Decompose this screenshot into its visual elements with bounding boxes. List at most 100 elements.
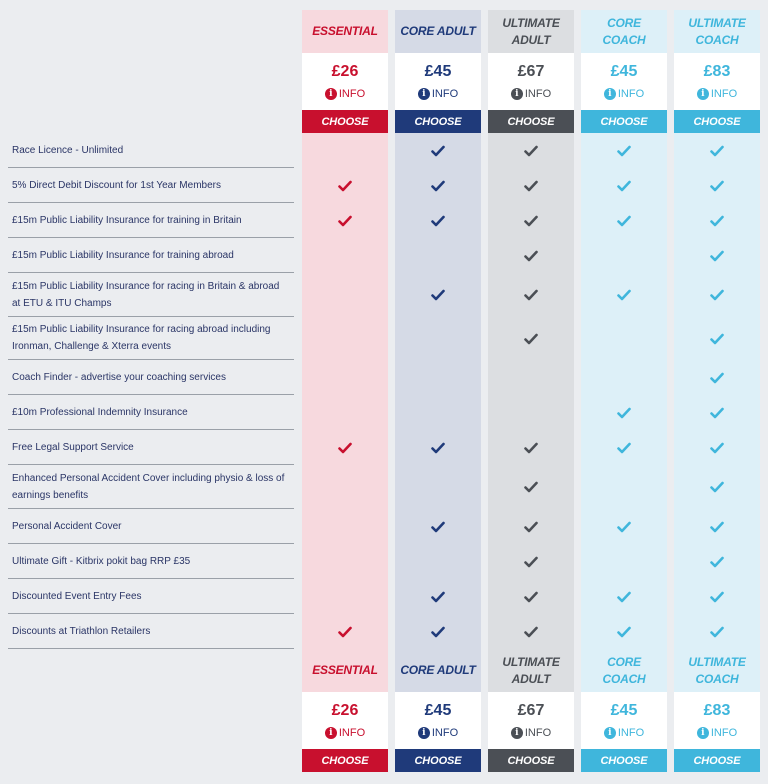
price-box: £45 i INFO: [581, 53, 667, 110]
feature-cell: [581, 168, 667, 203]
checkmark-icon: [524, 145, 538, 156]
feature-cells: [395, 133, 481, 649]
feature-label: Race Licence - Unlimited: [8, 133, 294, 168]
price-box: £45 i INFO: [581, 692, 667, 749]
feature-cell: [674, 133, 760, 168]
plan-price: £45: [424, 63, 452, 80]
info-link[interactable]: i INFO: [581, 727, 667, 739]
feature-cell: [302, 395, 388, 430]
checkmark-icon: [338, 626, 352, 637]
top-header: ULTIMATE ADULT £67 i INFO CHOOSE: [488, 10, 574, 133]
info-label: INFO: [524, 88, 552, 100]
checkmark-icon: [710, 556, 724, 567]
feature-cell: [581, 395, 667, 430]
info-circle-icon: i: [603, 727, 616, 739]
feature-cell: [302, 614, 388, 649]
feature-cell: [395, 133, 481, 168]
feature-cell: [488, 360, 574, 395]
feature-cell: [395, 509, 481, 544]
checkmark-icon: [710, 521, 724, 532]
checkmark-icon: [524, 481, 538, 493]
checkmark-icon: [431, 626, 445, 637]
info-link[interactable]: i INFO: [395, 88, 481, 100]
choose-button[interactable]: CHOOSE: [581, 110, 667, 133]
price-box: £83 i INFO: [674, 53, 760, 110]
checkmark-icon: [524, 250, 538, 261]
plan-price: £67: [517, 63, 545, 80]
info-circle-icon: i: [510, 88, 523, 100]
plan-name: CORE ADULT: [395, 649, 481, 692]
info-circle-icon: i: [696, 727, 709, 739]
feature-cell: [581, 614, 667, 649]
feature-cells: [302, 133, 388, 649]
feature-cells: [488, 133, 574, 649]
checkmark-icon: [524, 442, 538, 453]
feature-cell: [488, 544, 574, 579]
choose-button[interactable]: CHOOSE: [674, 110, 760, 133]
checkmark-icon: [710, 372, 724, 383]
plan-name: ULTIMATE COACH: [674, 649, 760, 692]
choose-button[interactable]: CHOOSE: [302, 110, 388, 133]
plan-price: £83: [703, 702, 731, 719]
feature-cell: [395, 360, 481, 395]
info-link[interactable]: i INFO: [581, 88, 667, 100]
feature-cell: [674, 317, 760, 360]
checkmark-icon: [617, 215, 631, 226]
info-link[interactable]: i INFO: [488, 727, 574, 739]
feature-cell: [674, 579, 760, 614]
choose-button[interactable]: CHOOSE: [395, 110, 481, 133]
choose-button[interactable]: CHOOSE: [488, 749, 574, 772]
info-label: INFO: [431, 88, 459, 100]
info-circle-icon: i: [417, 727, 430, 739]
feature-cell: [395, 579, 481, 614]
bottom-header: ULTIMATE COACH £83 i INFO CHOOSE: [674, 649, 760, 772]
feature-label: Personal Accident Cover: [8, 509, 294, 544]
feature-cell: [581, 360, 667, 395]
feature-label: Ultimate Gift - Kitbrix pokit bag RRP £3…: [8, 544, 294, 579]
info-link[interactable]: i INFO: [674, 88, 760, 100]
choose-button[interactable]: CHOOSE: [302, 749, 388, 772]
checkmark-icon: [617, 521, 631, 532]
checkmark-icon: [617, 289, 631, 301]
feature-cell: [395, 614, 481, 649]
feature-cell: [488, 133, 574, 168]
feature-cell: [395, 317, 481, 360]
feature-label: £15m Public Liability Insurance for raci…: [8, 273, 294, 317]
feature-cell: [674, 614, 760, 649]
checkmark-icon: [431, 289, 445, 301]
checkmark-icon: [524, 521, 538, 532]
plan-price: £45: [610, 63, 638, 80]
checkmark-icon: [524, 626, 538, 637]
choose-button[interactable]: CHOOSE: [395, 749, 481, 772]
plan-column: CORE ADULT £45 i INFO CHOOSE CORE ADULT £45 i IN…: [395, 10, 481, 784]
feature-cell: [488, 238, 574, 273]
choose-button[interactable]: CHOOSE: [674, 749, 760, 772]
feature-cell: [302, 509, 388, 544]
info-link[interactable]: i INFO: [674, 727, 760, 739]
feature-labels: Race Licence - Unlimited 5% Direct Debit …: [8, 133, 294, 649]
plan-price: £67: [517, 702, 545, 719]
checkmark-icon: [338, 215, 352, 226]
info-link[interactable]: i INFO: [395, 727, 481, 739]
feature-cell: [581, 509, 667, 544]
choose-button[interactable]: CHOOSE: [581, 749, 667, 772]
info-label: INFO: [617, 88, 645, 100]
checkmark-icon: [710, 333, 724, 344]
info-label: INFO: [338, 727, 366, 739]
plan-name: ULTIMATE ADULT: [488, 649, 574, 692]
info-link[interactable]: i INFO: [488, 88, 574, 100]
info-link[interactable]: i INFO: [302, 727, 388, 739]
feature-cell: [488, 614, 574, 649]
bottom-header: CORE ADULT £45 i INFO CHOOSE: [395, 649, 481, 772]
info-link[interactable]: i INFO: [302, 88, 388, 100]
feature-cell: [488, 509, 574, 544]
checkmark-icon: [524, 333, 538, 344]
feature-label: Enhanced Personal Accident Cover includi…: [8, 465, 294, 509]
feature-label: Discounts at Triathlon Retailers: [8, 614, 294, 649]
info-label: INFO: [338, 88, 366, 100]
bottom-header: ESSENTIAL £26 i INFO CHOOSE: [302, 649, 388, 772]
plan-name-label: ESSENTIAL: [312, 24, 378, 38]
plan-name-label: CORE COACH: [602, 654, 646, 686]
choose-button[interactable]: CHOOSE: [488, 110, 574, 133]
feature-label: £15m Public Liability Insurance for raci…: [8, 317, 294, 360]
